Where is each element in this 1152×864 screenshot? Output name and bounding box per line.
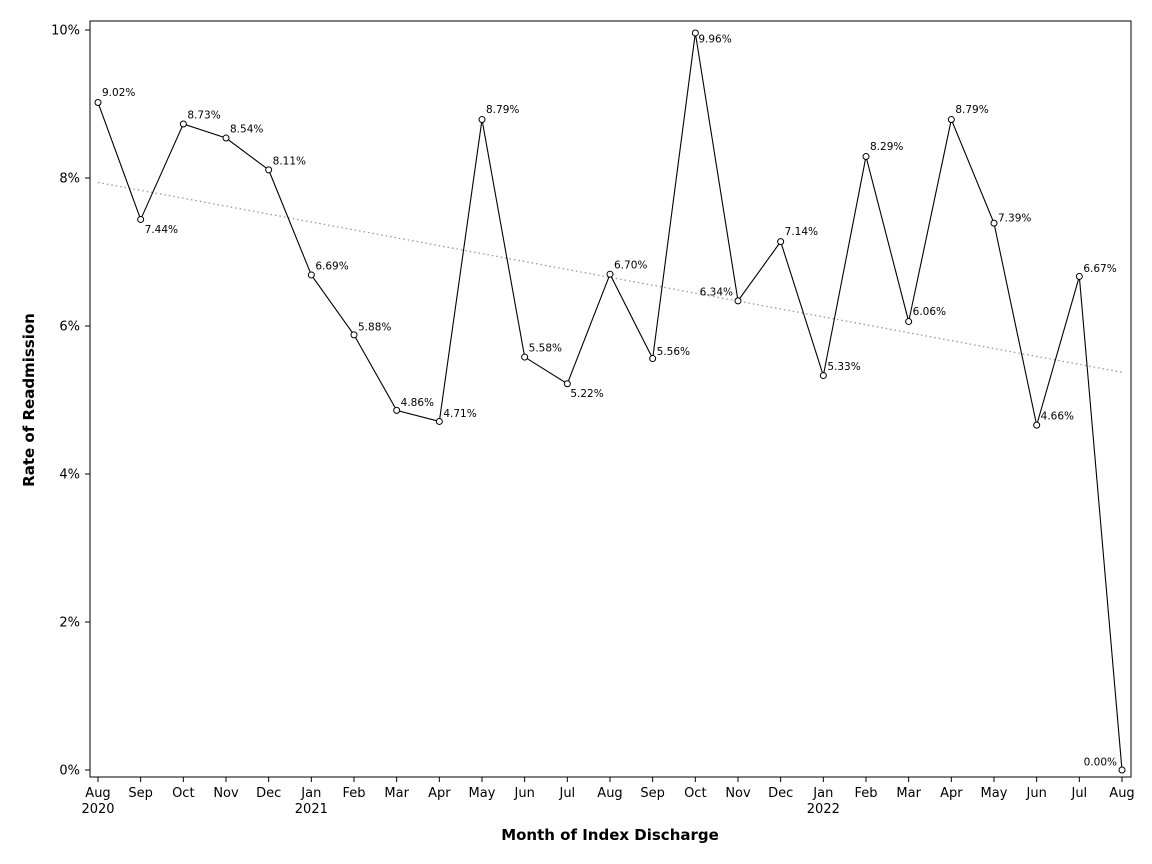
data-label: 8.11% (273, 155, 306, 167)
data-label: 5.56% (657, 346, 690, 358)
trend-line-group (97, 181, 1125, 374)
data-label: 7.14% (785, 226, 818, 238)
y-axis-title: Rate of Readmission (20, 313, 38, 487)
x-tick-label: Jun (1026, 786, 1047, 801)
data-point (990, 219, 998, 227)
x-tick-label: Jan (812, 786, 833, 801)
data-point (777, 238, 785, 246)
x-tick-label: Dec (256, 786, 281, 801)
series-group (97, 32, 1123, 771)
x-tick-label: Sep (640, 786, 665, 801)
data-point (350, 331, 358, 339)
x-tick-label: May (469, 786, 496, 801)
data-point (222, 134, 230, 142)
data-point (691, 29, 699, 37)
x-axis-title: Month of Index Discharge (501, 826, 719, 844)
data-point (649, 355, 657, 363)
x-tick-label: Jan (300, 786, 321, 801)
data-label: 8.54% (230, 124, 263, 136)
data-point (1118, 766, 1126, 774)
data-point (606, 270, 614, 278)
data-point (563, 380, 571, 388)
data-label: 4.66% (1041, 411, 1074, 423)
x-year-label: 2022 (807, 802, 840, 817)
x-year-label: 2020 (81, 802, 114, 817)
data-label: 6.34% (700, 286, 733, 298)
x-tick-label: Oct (684, 786, 706, 801)
x-tick-label: Aug (1109, 786, 1134, 801)
data-label: 9.02% (102, 87, 135, 99)
data-point (862, 153, 870, 161)
y-tick-label: 4% (59, 468, 80, 483)
data-label: 7.44% (145, 224, 178, 236)
data-label: 5.58% (529, 343, 562, 355)
data-label: 8.79% (486, 104, 519, 116)
data-label: 5.88% (358, 321, 391, 333)
data-label: 9.96% (698, 33, 731, 45)
x-tick-label: Dec (768, 786, 793, 801)
markers-group (94, 29, 1126, 774)
data-point (393, 406, 401, 414)
x-tick-label: Feb (342, 786, 365, 801)
data-label: 4.86% (401, 397, 434, 409)
series-line (97, 32, 1123, 771)
data-point (435, 417, 443, 425)
data-label: 6.06% (913, 306, 946, 318)
data-label: 6.69% (315, 260, 348, 272)
x-tick-label: Apr (428, 786, 451, 801)
x-tick-label: Jun (514, 786, 535, 801)
y-tick-label: 8% (59, 172, 80, 187)
x-year-label: 2021 (295, 802, 328, 817)
data-label: 7.39% (998, 213, 1031, 225)
data-label: 6.70% (614, 260, 647, 272)
x-tick-label: Jul (558, 786, 575, 801)
x-tick-label: Aug (85, 786, 110, 801)
x-axis: Aug Sep Oct Nov Dec Jan Feb Mar Apr May Jun Jul Aug S… (81, 777, 1135, 817)
data-label: 6.67% (1083, 263, 1116, 275)
x-tick-label: Aug (597, 786, 622, 801)
data-label: 5.33% (827, 361, 860, 373)
x-tick-label: Sep (128, 786, 153, 801)
data-point (1033, 421, 1041, 429)
trend-line (97, 181, 1125, 374)
data-label: 4.71% (443, 408, 476, 420)
x-tick-label: May (981, 786, 1008, 801)
data-point (905, 318, 913, 326)
y-axis: 0% 2% 4% 6% 8% 10% (51, 24, 90, 779)
x-tick-label: Feb (854, 786, 877, 801)
x-tick-label: Oct (172, 786, 194, 801)
x-tick-label: Nov (213, 786, 239, 801)
x-tick-label: Mar (896, 786, 921, 801)
data-point (734, 297, 742, 305)
y-tick-label: 2% (59, 616, 80, 631)
data-point (94, 99, 102, 107)
data-label: 8.79% (955, 104, 988, 116)
data-point (947, 116, 955, 124)
x-tick-label: Mar (384, 786, 409, 801)
data-point (179, 120, 187, 128)
x-tick-label: Apr (940, 786, 963, 801)
y-tick-label: 0% (59, 764, 80, 779)
data-point (265, 166, 273, 174)
data-point (307, 271, 315, 279)
data-point (478, 116, 486, 124)
y-tick-label: 6% (59, 320, 80, 335)
data-point (819, 372, 827, 380)
data-label: 5.22% (570, 388, 603, 400)
data-point (1075, 272, 1083, 280)
data-label: 8.73% (187, 109, 220, 121)
x-tick-label: Jul (1070, 786, 1087, 801)
data-label: 0.00% (1084, 757, 1117, 769)
y-tick-label: 10% (51, 24, 80, 39)
data-point (137, 215, 145, 223)
data-label: 8.29% (870, 141, 903, 153)
data-labels-group: 9.02% 7.44% 8.73% 8.54% 8.11% 6.69% 5.88% 4.86%… (102, 33, 1117, 768)
x-tick-label: Nov (725, 786, 751, 801)
data-point (521, 353, 529, 361)
